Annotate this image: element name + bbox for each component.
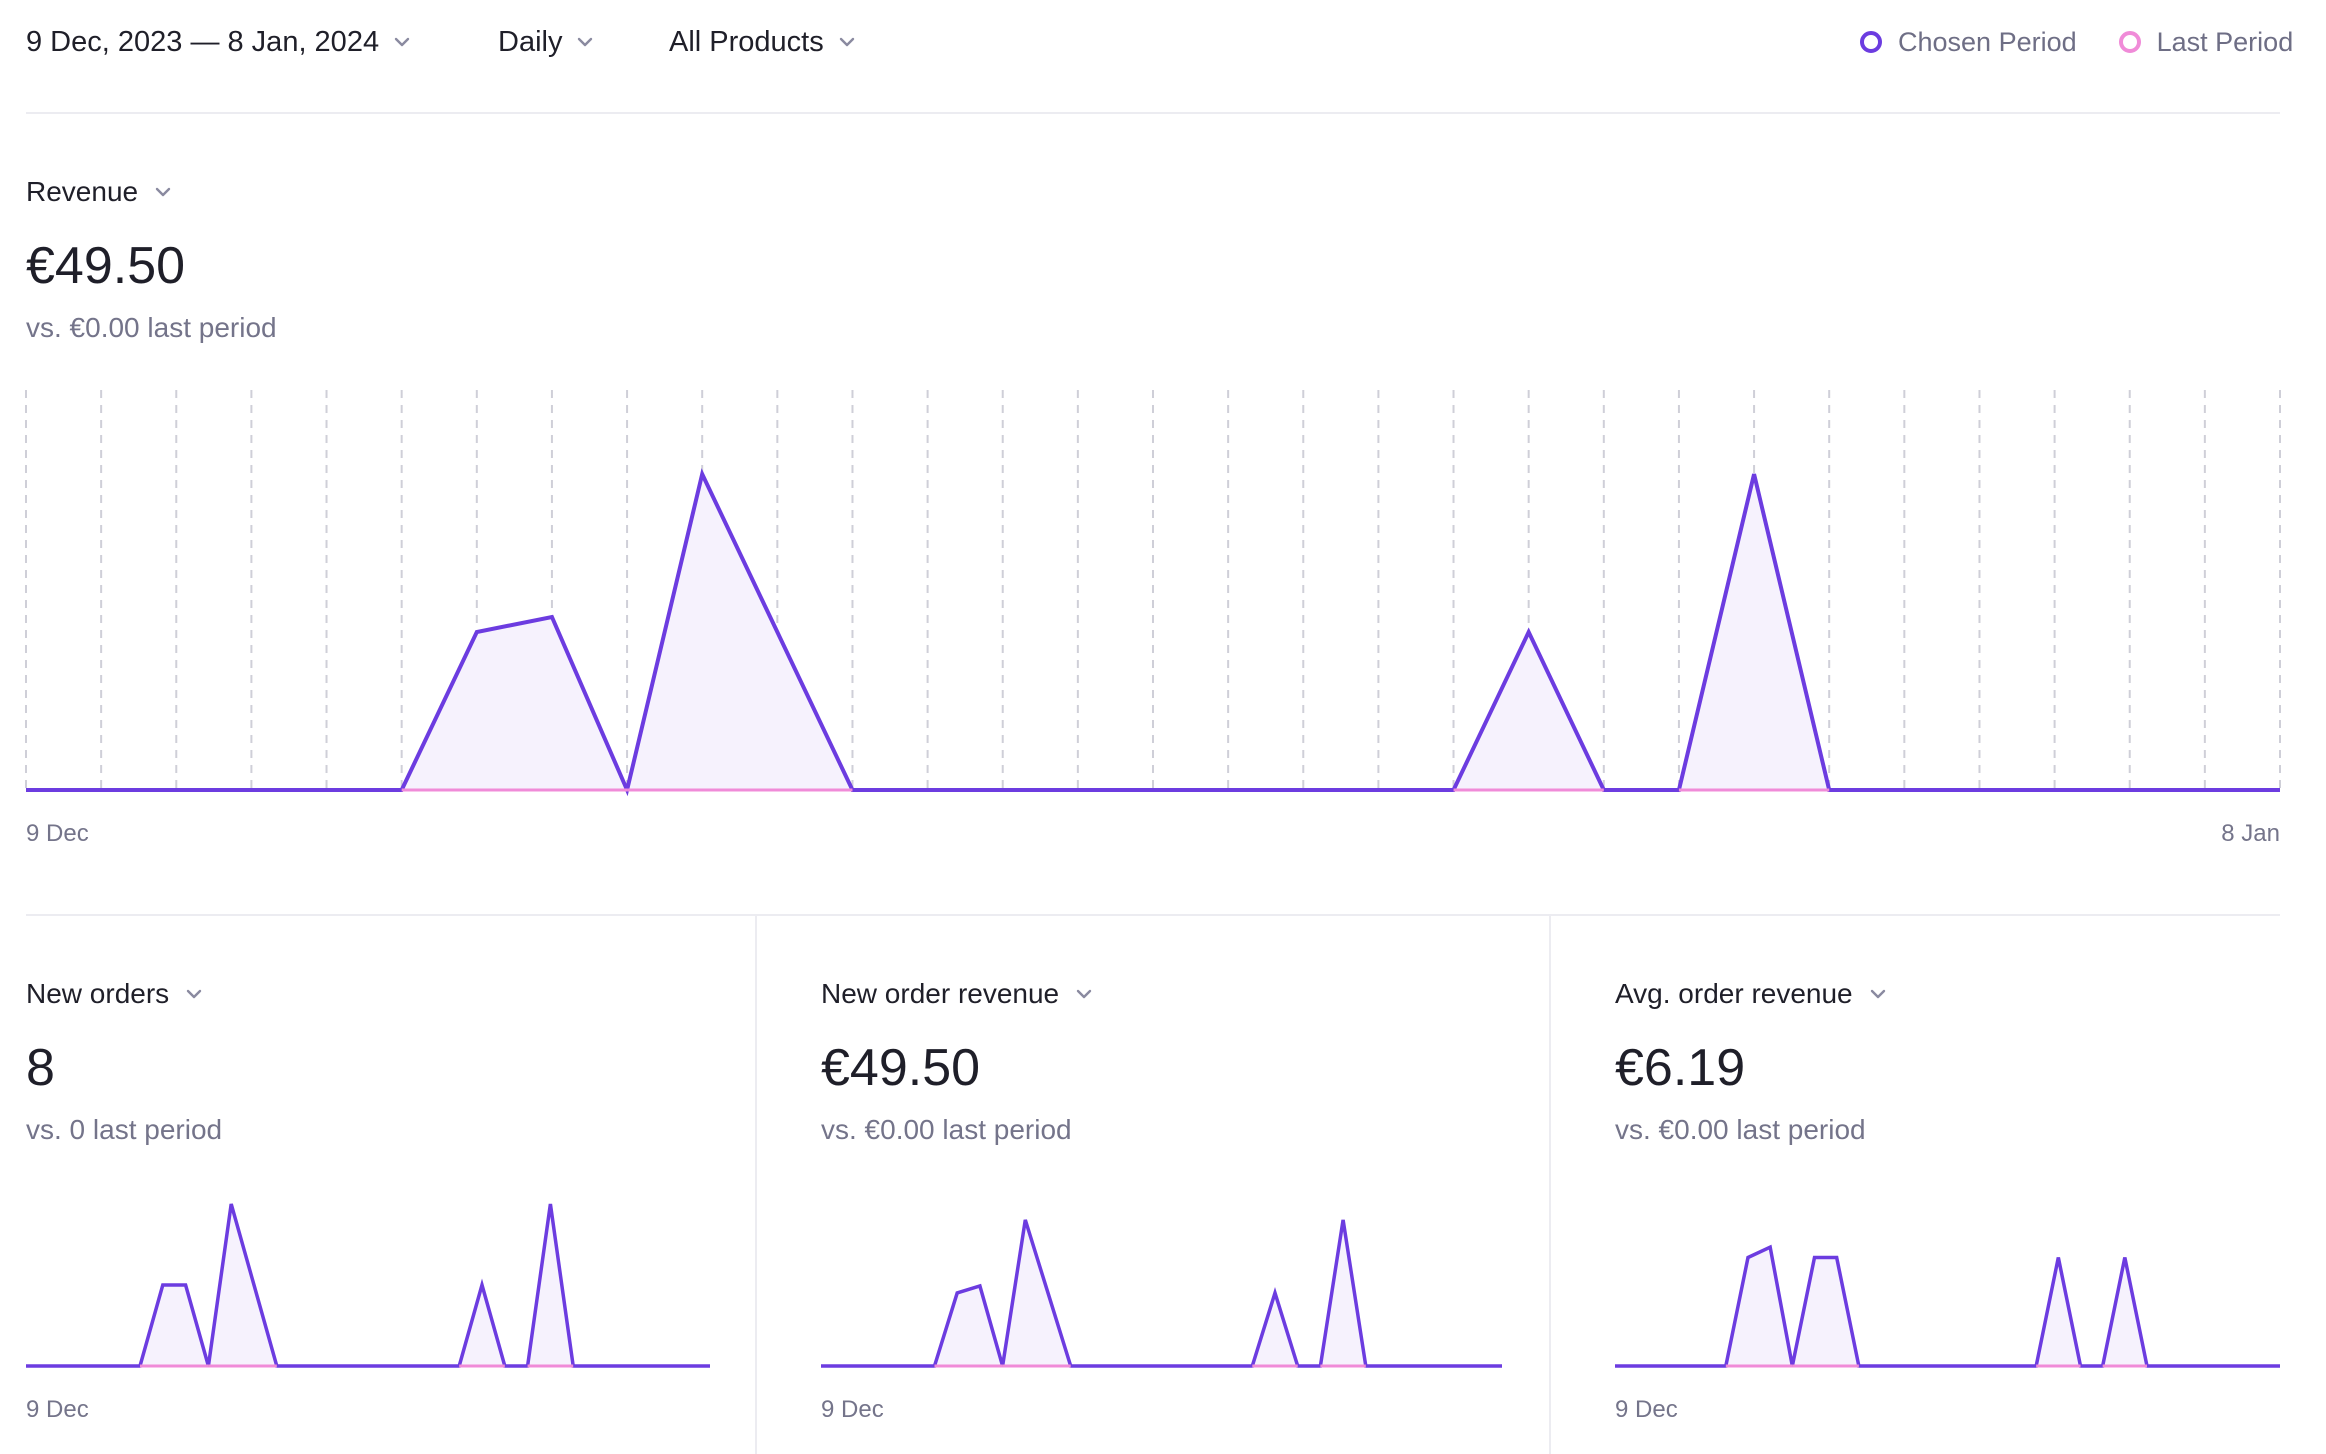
chevron-down-icon <box>183 983 205 1005</box>
chevron-down-icon <box>391 31 413 53</box>
chosen-period-line <box>821 1219 1502 1368</box>
interval-dropdown[interactable]: Daily <box>498 20 596 64</box>
circle-icon <box>2118 31 2141 53</box>
chart-legend: Chosen Period Last Period <box>1860 20 2293 64</box>
revenue-value: €49.50 <box>26 237 186 295</box>
legend-chosen-period: Chosen Period <box>1860 27 2077 58</box>
card-comparison: vs. €0.00 last period <box>821 1114 1072 1145</box>
x-axis-end-label: 8 Jan <box>2221 820 2280 847</box>
chevron-down-icon <box>1867 983 1889 1005</box>
new-order-revenue-chart <box>821 1219 1502 1368</box>
legend-last-label: Last Period <box>2156 26 2294 57</box>
avg-order-revenue-chart <box>1615 1244 2280 1368</box>
chevron-down-icon <box>836 31 858 53</box>
divider <box>26 112 2280 114</box>
date-range-dropdown[interactable]: 9 Dec, 2023 — 8 Jan, 2024 <box>26 20 413 64</box>
new-order-revenue-metric-dropdown[interactable]: New order revenue <box>821 978 1095 1010</box>
legend-last-period: Last Period <box>2118 26 2294 58</box>
x-axis-start-label: 9 Dec <box>26 820 89 847</box>
circle-icon <box>1860 31 1882 53</box>
revenue-comparison: vs. €0.00 last period <box>26 312 277 343</box>
card-comparison: vs. 0 last period <box>26 1114 223 1145</box>
chevron-down-icon <box>1073 983 1095 1005</box>
revenue-chart <box>25 390 2281 797</box>
x-axis-start-label: 9 Dec <box>1615 1396 1678 1423</box>
date-range-label: 9 Dec, 2023 — 8 Jan, 2024 <box>26 25 380 58</box>
new-orders-chart <box>26 1203 710 1368</box>
card-title: New order revenue <box>821 978 1060 1009</box>
card-divider <box>1549 916 1551 1454</box>
card-value: 8 <box>26 1039 55 1097</box>
card-value: €6.19 <box>1615 1039 1746 1097</box>
chevron-down-icon <box>574 31 596 53</box>
chosen-period-area <box>821 1219 1502 1366</box>
products-label: All Products <box>669 25 824 58</box>
interval-label: Daily <box>498 25 563 58</box>
card-divider <box>755 916 757 1454</box>
avg-order-revenue-metric-dropdown[interactable]: Avg. order revenue <box>1615 978 1889 1010</box>
chosen-period-line <box>26 1203 710 1368</box>
chosen-period-area <box>1615 1247 2280 1366</box>
legend-chosen-label: Chosen Period <box>1898 26 2077 57</box>
chosen-period-area <box>26 474 2280 790</box>
divider <box>26 914 2280 916</box>
chevron-down-icon <box>152 181 174 203</box>
new-orders-metric-dropdown[interactable]: New orders <box>26 978 205 1010</box>
chosen-period-area <box>26 1204 710 1366</box>
card-title: Avg. order revenue <box>1615 978 1853 1009</box>
products-dropdown[interactable]: All Products <box>669 20 858 64</box>
x-axis-start-label: 9 Dec <box>821 1396 884 1423</box>
revenue-metric-dropdown[interactable]: Revenue <box>26 176 174 208</box>
card-comparison: vs. €0.00 last period <box>1615 1114 1866 1145</box>
card-value: €49.50 <box>821 1039 981 1097</box>
chosen-period-line <box>1615 1244 2280 1368</box>
revenue-title: Revenue <box>26 176 139 207</box>
x-axis-start-label: 9 Dec <box>26 1396 89 1423</box>
card-title: New orders <box>26 978 170 1009</box>
